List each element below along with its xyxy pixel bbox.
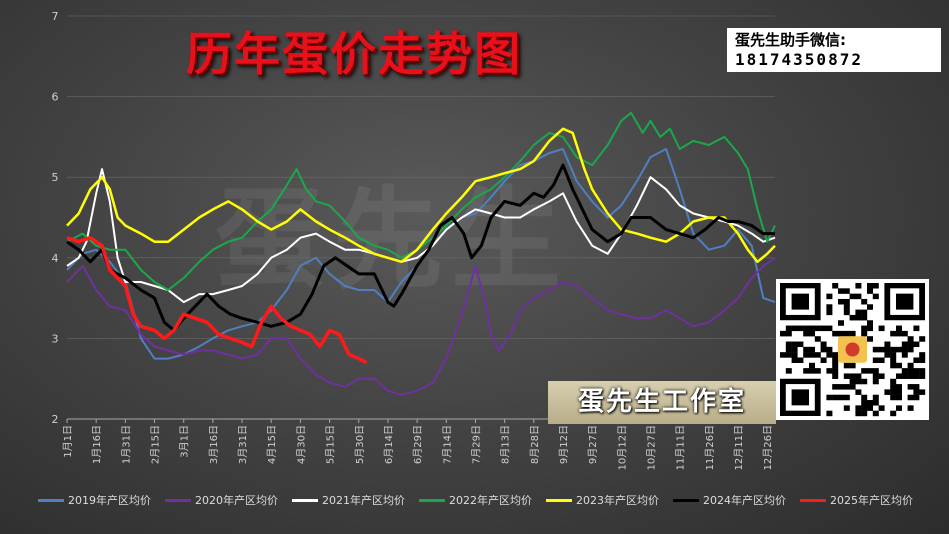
legend-label: 2023年产区均价 <box>576 494 659 507</box>
qr-code <box>776 279 929 420</box>
legend-item: 2019年产区均价 <box>38 492 151 508</box>
y-tick-label: 2 <box>52 413 59 426</box>
x-tick-label: 1月16日 <box>91 425 103 464</box>
series-line-2 <box>66 168 776 304</box>
x-tick-label: 3月1日 <box>179 425 191 458</box>
x-tick-label: 5月15日 <box>325 425 337 464</box>
legend-item: 2020年产区均价 <box>165 492 278 508</box>
chart-legend: 2019年产区均价 2020年产区均价 2021年产区均价 2022年产区均价 2023… <box>38 492 913 508</box>
x-tick-label: 6月29日 <box>412 425 424 464</box>
legend-swatch <box>419 498 445 502</box>
legend-swatch <box>546 498 572 502</box>
series-line-3 <box>66 111 776 291</box>
x-tick-label: 4月15日 <box>266 425 278 464</box>
contact-box: 蛋先生助手微信: 18174350872 <box>727 28 941 72</box>
x-tick-label: 8月28日 <box>529 425 541 464</box>
series-lines <box>66 111 776 396</box>
legend-swatch <box>673 498 699 502</box>
x-tick-label: 1月31日 <box>120 425 132 464</box>
y-tick-label: 7 <box>52 10 59 23</box>
y-axis: 2 3 4 5 6 7 <box>52 10 59 426</box>
x-tick-label: 11月26日 <box>704 425 716 470</box>
x-tick-label: 11月11日 <box>675 425 687 470</box>
x-tick-label: 6月14日 <box>383 425 395 464</box>
legend-swatch <box>38 498 64 502</box>
x-tick-label: 10月27日 <box>646 425 658 470</box>
series-line-6 <box>66 235 368 365</box>
qr-code-image <box>780 283 926 417</box>
legend-label: 2024年产区均价 <box>703 494 786 507</box>
x-tick-label: 12月26日 <box>762 425 774 470</box>
y-tick-label: 4 <box>52 252 59 265</box>
x-axis: 1月1日 1月16日 1月31日 2月15日 3月1日 3月16日 3月31日 4月15日 4月… <box>62 418 775 470</box>
contact-number: 18174350872 <box>735 50 863 69</box>
x-tick-label: 12月11日 <box>733 425 745 470</box>
watermark-text: 蛋先生 <box>215 176 569 304</box>
legend-item: 2023年产区均价 <box>546 492 659 508</box>
contact-label: 蛋先生助手微信: <box>735 31 846 49</box>
legend-label: 2020年产区均价 <box>195 494 278 507</box>
series-line-4 <box>66 127 776 264</box>
x-tick-label: 5月30日 <box>354 425 366 464</box>
x-tick-label: 10月12日 <box>616 425 628 470</box>
series-line-1 <box>66 256 776 396</box>
chart-title: 历年蛋价走势图 <box>186 27 522 81</box>
legend-item: 2025年产区均价 <box>800 492 913 508</box>
legend-item: 2021年产区均价 <box>292 492 405 508</box>
y-tick-label: 6 <box>52 91 59 104</box>
y-tick-label: 3 <box>52 332 59 345</box>
x-tick-label: 9月12日 <box>558 425 570 464</box>
x-tick-label: 3月16日 <box>208 425 220 464</box>
legend-swatch <box>292 498 318 502</box>
legend-item: 2024年产区均价 <box>673 492 786 508</box>
x-tick-label: 8月13日 <box>500 425 512 464</box>
x-tick-label: 4月30日 <box>295 425 307 464</box>
legend-swatch <box>165 498 191 502</box>
x-tick-label: 3月31日 <box>237 425 249 464</box>
x-tick-label: 1月1日 <box>62 425 74 458</box>
x-tick-label: 7月29日 <box>470 425 482 464</box>
legend-item: 2022年产区均价 <box>419 492 532 508</box>
legend-label: 2019年产区均价 <box>68 494 151 507</box>
legend-label: 2025年产区均价 <box>830 494 913 507</box>
studio-banner: 蛋先生工作室 <box>548 381 776 424</box>
legend-swatch <box>800 498 826 502</box>
y-tick-label: 5 <box>52 171 59 184</box>
legend-label: 2022年产区均价 <box>449 494 532 507</box>
x-tick-label: 7月14日 <box>441 425 453 464</box>
legend-label: 2021年产区均价 <box>322 494 405 507</box>
x-tick-label: 2月15日 <box>150 425 162 464</box>
x-tick-label: 9月27日 <box>587 425 599 464</box>
